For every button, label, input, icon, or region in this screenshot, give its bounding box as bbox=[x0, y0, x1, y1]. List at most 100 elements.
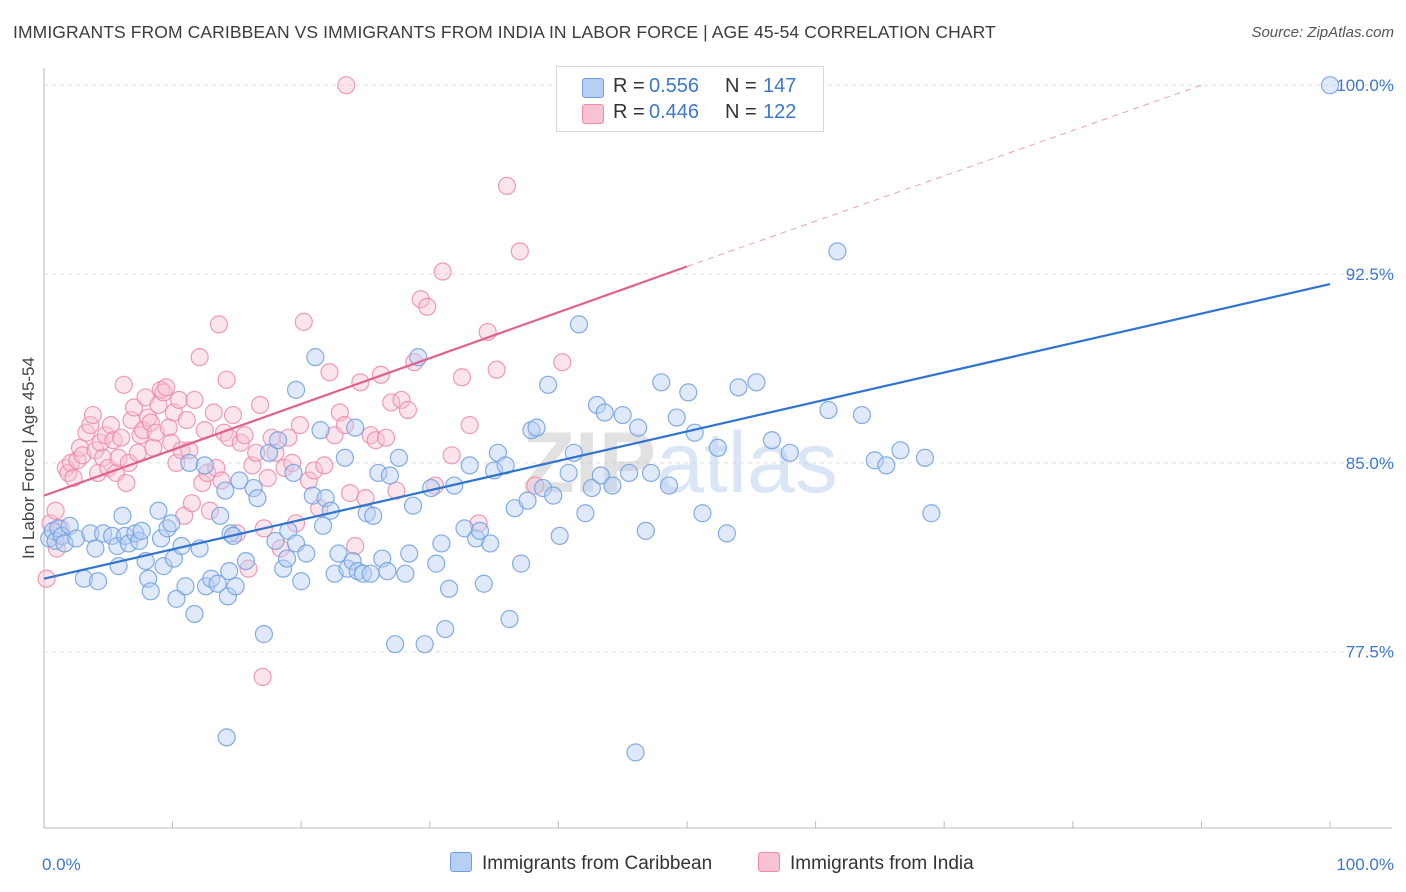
caribbean-point bbox=[67, 529, 86, 548]
caribbean-point bbox=[154, 557, 173, 576]
caribbean-point bbox=[55, 534, 74, 553]
caribbean-point bbox=[217, 728, 236, 747]
bottom-legend-caribbean-label: Immigrants from Caribbean bbox=[482, 853, 713, 874]
y-tick-label: 92.5% bbox=[1346, 265, 1394, 284]
caribbean-point bbox=[176, 577, 195, 596]
caribbean-point bbox=[254, 625, 274, 644]
caribbean-point bbox=[693, 504, 712, 523]
tick-labels: 77.5% 85.0% 92.5% 100.0% 0.0% 100.0% bbox=[42, 76, 1394, 874]
caribbean-point bbox=[378, 562, 397, 581]
caribbean-point bbox=[108, 536, 127, 556]
caribbean-trend-line bbox=[43, 283, 1331, 580]
caribbean-point bbox=[922, 504, 941, 523]
caribbean-point bbox=[277, 549, 297, 568]
caribbean-point bbox=[544, 486, 563, 505]
india-point bbox=[553, 353, 572, 372]
x-tick-label-max: 100.0% bbox=[1336, 855, 1394, 874]
caribbean-point bbox=[659, 476, 679, 495]
caribbean-point bbox=[284, 463, 303, 483]
chart-source: Source: ZipAtlas.com bbox=[1251, 24, 1394, 41]
india-point bbox=[141, 413, 160, 432]
india-point bbox=[212, 471, 231, 490]
caribbean-point bbox=[620, 463, 639, 483]
caribbean-point bbox=[717, 524, 736, 543]
caribbean-point bbox=[343, 551, 362, 571]
india-point bbox=[250, 395, 270, 415]
caribbean-point bbox=[274, 559, 293, 578]
caribbean-point bbox=[533, 478, 553, 498]
caribbean-point bbox=[335, 448, 355, 467]
caribbean-point bbox=[539, 375, 558, 394]
caribbean-point bbox=[220, 562, 239, 581]
india-point bbox=[128, 443, 147, 462]
india-point bbox=[487, 360, 506, 379]
india-point bbox=[182, 494, 201, 513]
india-point bbox=[124, 398, 144, 417]
legend-r-value: 0.556 bbox=[649, 75, 700, 97]
caribbean-point bbox=[380, 466, 400, 485]
india-point bbox=[223, 405, 243, 425]
caribbean-point bbox=[396, 564, 415, 583]
caribbean-point bbox=[436, 619, 455, 639]
caribbean-point bbox=[248, 489, 267, 508]
legend-r-value: 0.446 bbox=[649, 101, 700, 123]
caribbean-point bbox=[915, 448, 935, 467]
india-point bbox=[214, 423, 234, 442]
india-point bbox=[398, 400, 418, 420]
caribbean-point bbox=[208, 574, 227, 593]
bottom-legend-swatch-pink bbox=[758, 852, 780, 872]
india-point bbox=[460, 416, 479, 435]
caribbean-point bbox=[259, 443, 279, 462]
caribbean-point bbox=[218, 587, 237, 606]
trend-lines bbox=[43, 84, 1331, 580]
india-point bbox=[510, 242, 529, 261]
india-point bbox=[294, 312, 313, 331]
caribbean-point bbox=[512, 554, 531, 573]
india-point bbox=[139, 408, 158, 427]
india-point bbox=[356, 489, 375, 508]
bottom-legend-india-label: Immigrants from India bbox=[790, 853, 974, 874]
india-point bbox=[253, 667, 272, 687]
caribbean-point bbox=[292, 572, 311, 591]
caribbean-point bbox=[385, 635, 405, 654]
caribbean-point bbox=[455, 519, 474, 538]
caribbean-point bbox=[522, 421, 541, 440]
india-point bbox=[46, 501, 65, 520]
watermark-atlas: atlas bbox=[656, 415, 838, 511]
caribbean-point bbox=[226, 577, 245, 596]
india-point bbox=[258, 468, 277, 488]
caribbean-point bbox=[626, 743, 645, 762]
caribbean-point bbox=[329, 544, 348, 563]
x-tick-label-min: 0.0% bbox=[42, 855, 81, 874]
caribbean-point bbox=[86, 539, 105, 558]
caribbean-point bbox=[313, 516, 333, 535]
legend-n-value: 122 bbox=[763, 101, 797, 123]
caribbean-point bbox=[474, 574, 493, 593]
caribbean-point bbox=[132, 521, 151, 540]
caribbean-point bbox=[266, 531, 285, 551]
caribbean-point bbox=[603, 476, 622, 495]
legend-n-label: N = bbox=[725, 75, 757, 97]
india-point bbox=[392, 390, 411, 410]
india-point bbox=[177, 410, 196, 430]
india-point bbox=[315, 456, 334, 475]
caribbean-point bbox=[470, 521, 490, 540]
caribbean-point bbox=[550, 526, 569, 546]
y-tick-label: 85.0% bbox=[1346, 454, 1394, 473]
india-point bbox=[154, 383, 173, 402]
legend-r-label: R = bbox=[613, 101, 645, 123]
india-point bbox=[169, 390, 189, 410]
caribbean-point bbox=[729, 378, 748, 397]
caribbean-point bbox=[297, 544, 316, 563]
caribbean-point bbox=[149, 501, 168, 520]
axes bbox=[43, 68, 1392, 829]
caribbean-point bbox=[403, 496, 423, 515]
caribbean-point bbox=[211, 506, 230, 525]
caribbean-point bbox=[576, 504, 595, 523]
caribbean-point bbox=[427, 554, 446, 573]
series-caribbean-points bbox=[40, 76, 1340, 762]
india-point bbox=[452, 368, 472, 387]
caribbean-point bbox=[591, 466, 610, 485]
caribbean-point bbox=[361, 564, 380, 583]
